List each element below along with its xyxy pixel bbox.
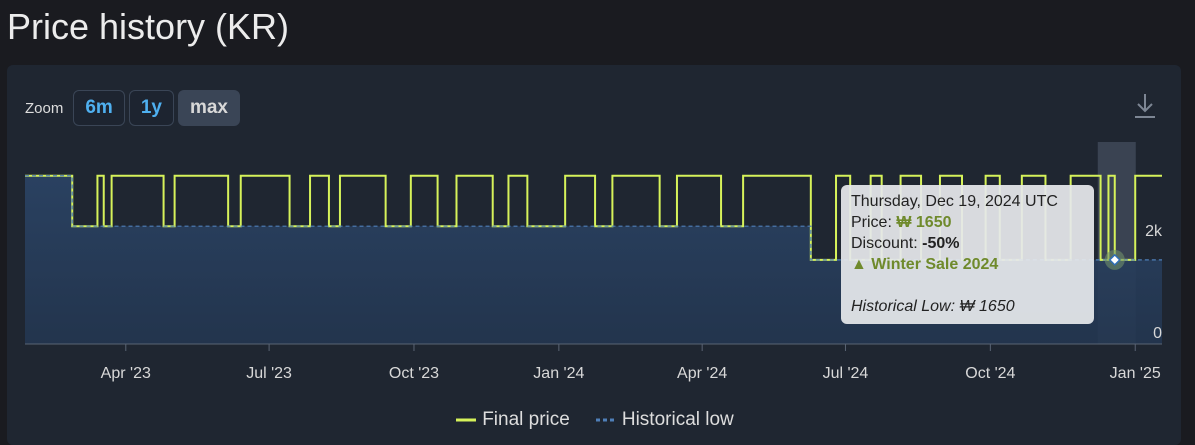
- tooltip-low: ₩ 1650: [959, 298, 1015, 315]
- zoom-label: Zoom: [25, 99, 64, 117]
- zoom-bar: Zoom 6m 1y max: [25, 90, 240, 126]
- y-tick-label: 0: [1153, 325, 1162, 342]
- tooltip-price: ₩ 1650: [896, 214, 952, 231]
- page-title: Price history (KR): [7, 6, 290, 47]
- legend: Final price Historical low: [0, 409, 1190, 431]
- tooltip: Thursday, Dec 19, 2024 UTC Price: ₩ 1650…: [841, 185, 1094, 324]
- zoom-button[interactable]: max: [177, 90, 240, 126]
- x-tick-label: Apr '23: [101, 365, 151, 382]
- zoom-button[interactable]: 6m: [73, 90, 125, 126]
- download-icon[interactable]: [1135, 94, 1155, 118]
- x-tick-label: Jul '23: [246, 365, 292, 382]
- tooltip-label: Historical Low:: [851, 298, 956, 315]
- tooltip-date: Thursday, Dec 19, 2024 UTC: [851, 193, 1058, 210]
- y-tick-label: 2k: [1145, 223, 1163, 240]
- tooltip-event: ▲ Winter Sale 2024: [851, 256, 999, 273]
- legend-label: Historical low: [621, 409, 734, 430]
- x-tick-label: Oct '23: [389, 365, 439, 382]
- zoom-button[interactable]: 1y: [128, 90, 174, 126]
- legend-item[interactable]: Historical low: [595, 409, 734, 431]
- x-tick-label: Jan '24: [533, 365, 584, 382]
- legend-swatch: [595, 418, 616, 422]
- tooltip-label: Price:: [851, 214, 892, 231]
- x-tick-label: Jul '24: [823, 365, 869, 382]
- legend-label: Final price: [482, 409, 570, 430]
- tooltip-label: Discount:: [851, 235, 918, 252]
- x-tick-label: Apr '24: [677, 365, 727, 382]
- legend-swatch: [456, 418, 477, 422]
- x-tick-label: Oct '24: [965, 365, 1015, 382]
- highlight-point: [1108, 253, 1121, 266]
- x-tick-label: Jan '25: [1110, 365, 1161, 382]
- tooltip-discount: -50%: [922, 235, 960, 252]
- legend-item[interactable]: Final price: [456, 409, 570, 431]
